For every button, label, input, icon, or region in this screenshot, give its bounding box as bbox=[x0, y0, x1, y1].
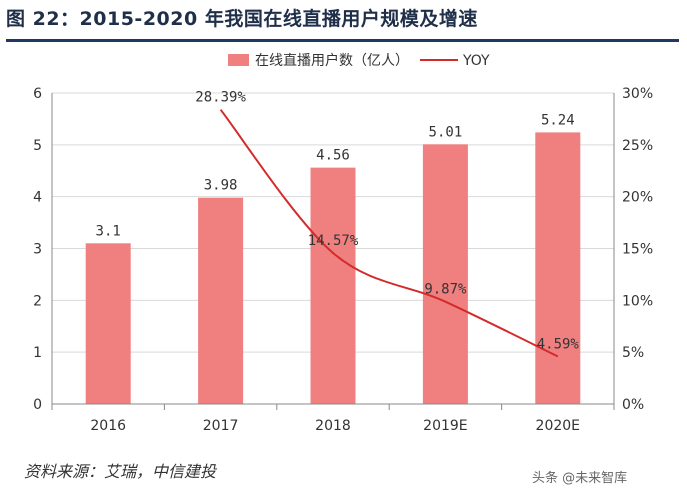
x-tick-label-2016: 2016 bbox=[90, 418, 126, 434]
yoy-line bbox=[219, 109, 559, 358]
bar-label-2019E: 5.01 bbox=[429, 124, 463, 140]
bar-label-2017: 3.98 bbox=[204, 178, 238, 194]
y-left-tick-label: 0 bbox=[33, 397, 42, 413]
x-tick-label-2017: 2017 bbox=[203, 418, 239, 434]
bar-2017 bbox=[198, 197, 244, 404]
bar-label-2020E: 5.24 bbox=[541, 112, 575, 128]
y-right-tick-label: 15% bbox=[622, 242, 653, 258]
bar-label-2016: 3.1 bbox=[96, 223, 121, 239]
chart: 3.1 3.98 4.56 5.01 5.24 28.39% 14.57% 9.87% 4.59… bbox=[33, 52, 653, 434]
y-left-tick-label: 5 bbox=[33, 138, 42, 154]
source-note: 资料来源：艾瑞，中信建投 bbox=[24, 462, 217, 481]
y-left-tick-label: 4 bbox=[33, 190, 42, 206]
y-right-tick-label: 30% bbox=[622, 86, 653, 102]
yoy-label-2017: 28.39% bbox=[195, 90, 246, 106]
title-rule bbox=[6, 39, 679, 42]
legend-label-bar: 在线直播用户数（亿人） bbox=[255, 52, 409, 69]
bar-2018 bbox=[310, 167, 356, 404]
chart-title: 图 22：2015-2020 年我国在线直播用户规模及增速 bbox=[6, 8, 478, 30]
yoy-label-2020E: 4.59% bbox=[537, 336, 580, 352]
watermark: 头条 @未来智库 bbox=[532, 471, 628, 486]
y-right-tick-label: 10% bbox=[622, 293, 653, 309]
legend-swatch-bar bbox=[228, 54, 249, 66]
bar-2016 bbox=[85, 243, 131, 404]
y-right-tick-label: 5% bbox=[622, 345, 644, 361]
y-right-tick-label: 20% bbox=[622, 190, 653, 206]
x-tick-label-2020E: 2020E bbox=[536, 418, 580, 434]
yoy-label-2018: 14.57% bbox=[308, 233, 359, 249]
legend-label-line: YOY bbox=[462, 53, 490, 69]
yoy-label-2019E: 9.87% bbox=[424, 282, 467, 298]
bar-label-2018: 4.56 bbox=[316, 148, 350, 164]
bar-2020E bbox=[535, 132, 581, 405]
y-right-tick-label: 25% bbox=[622, 138, 653, 154]
bar-2019E bbox=[422, 144, 468, 404]
y-left-tick-label: 2 bbox=[33, 293, 42, 309]
x-tick-label-2018: 2018 bbox=[315, 418, 351, 434]
y-left-tick-label: 6 bbox=[33, 86, 42, 102]
y-left-tick-label: 3 bbox=[33, 242, 42, 258]
y-left-tick-label: 1 bbox=[33, 345, 42, 361]
x-tick-label-2019E: 2019E bbox=[423, 418, 467, 434]
y-right-tick-label: 0% bbox=[622, 397, 644, 413]
